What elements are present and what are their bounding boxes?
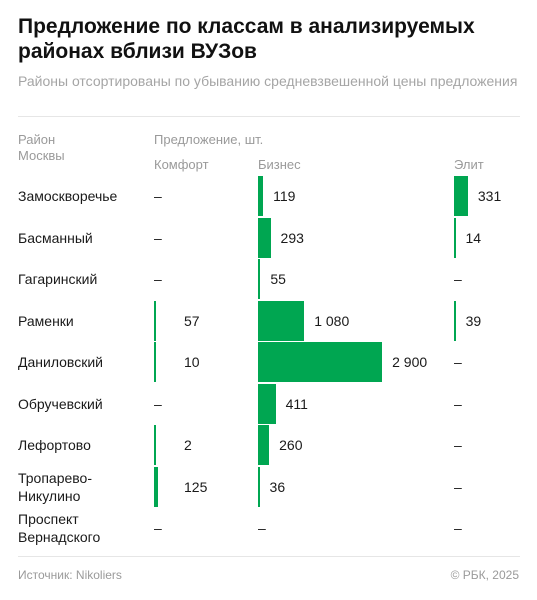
business-value-label: 36 (269, 478, 286, 495)
business-bar (258, 300, 305, 341)
source-note: Источник: Nikoliers (18, 568, 122, 582)
bottom-divider (18, 556, 520, 557)
comfort-dash: – (154, 395, 162, 412)
district-label: Замоскворечье (18, 188, 118, 204)
elite-bar (454, 300, 456, 341)
elite-dash: – (454, 271, 462, 287)
top-divider (18, 116, 520, 117)
district-label: Проспект Вернадского (18, 511, 101, 545)
elite-dash: – (454, 395, 462, 412)
comfort-value-label: 10 (184, 354, 200, 370)
elite-bar (454, 217, 456, 258)
business-dash: – (258, 520, 266, 536)
district-column-header: Район Москвы (18, 132, 65, 163)
elite-value-label: 39 (465, 312, 482, 329)
offer-header: Предложение, шт. (154, 132, 264, 147)
comfort-value-label: 57 (184, 312, 200, 329)
comfort-dash: – (154, 229, 162, 246)
business-bar (258, 176, 264, 216)
elite-value-label: 331 (477, 188, 502, 204)
business-value-label: 260 (279, 437, 303, 453)
district-label: Лефортово (18, 437, 91, 453)
business-bar (258, 259, 261, 299)
comfort-dash: – (154, 271, 162, 287)
elite-value-label: 14 (465, 229, 482, 246)
district-label: Даниловский (18, 354, 103, 370)
comfort-dash: – (154, 520, 162, 536)
business-bar (258, 425, 270, 465)
business-value-label: 55 (270, 271, 286, 287)
elite-dash: – (454, 520, 462, 536)
elite-dash: – (454, 437, 462, 453)
business-bar (258, 217, 271, 258)
business-value-label: 119 (273, 188, 296, 204)
chart-subtitle: Районы отсортированы по убыванию среднев… (18, 73, 518, 89)
business-value-label: 2 900 (392, 354, 428, 370)
elite-dash: – (454, 354, 462, 370)
business-column-header: Бизнес (258, 157, 301, 172)
copyright-note: © РБК, 2025 (450, 568, 519, 582)
comfort-column-header: Комфорт (154, 157, 209, 172)
district-label: Тропарево-Никулино (18, 469, 93, 504)
comfort-value-label: 2 (184, 437, 192, 453)
comfort-dash: – (154, 188, 162, 204)
district-label: Гагаринский (18, 271, 98, 287)
district-label: Обручевский (18, 395, 103, 412)
elite-bar (454, 176, 468, 216)
business-value-label: 1 080 (314, 312, 350, 329)
business-value-label: 411 (285, 395, 308, 412)
business-bar (258, 342, 383, 382)
comfort-bar (154, 425, 156, 465)
district-label: Басманный (18, 229, 93, 246)
chart-title: Предложение по классам в анализируемых р… (18, 15, 475, 63)
comfort-bar (154, 466, 158, 507)
business-value-label: 293 (280, 229, 304, 246)
business-bar (258, 466, 260, 507)
comfort-bar (154, 342, 156, 382)
comfort-bar (154, 300, 156, 341)
comfort-value-label: 125 (184, 478, 208, 495)
elite-dash: – (454, 478, 462, 495)
business-bar (258, 383, 276, 424)
district-label: Раменки (18, 312, 74, 329)
elite-column-header: Элит (454, 157, 484, 172)
